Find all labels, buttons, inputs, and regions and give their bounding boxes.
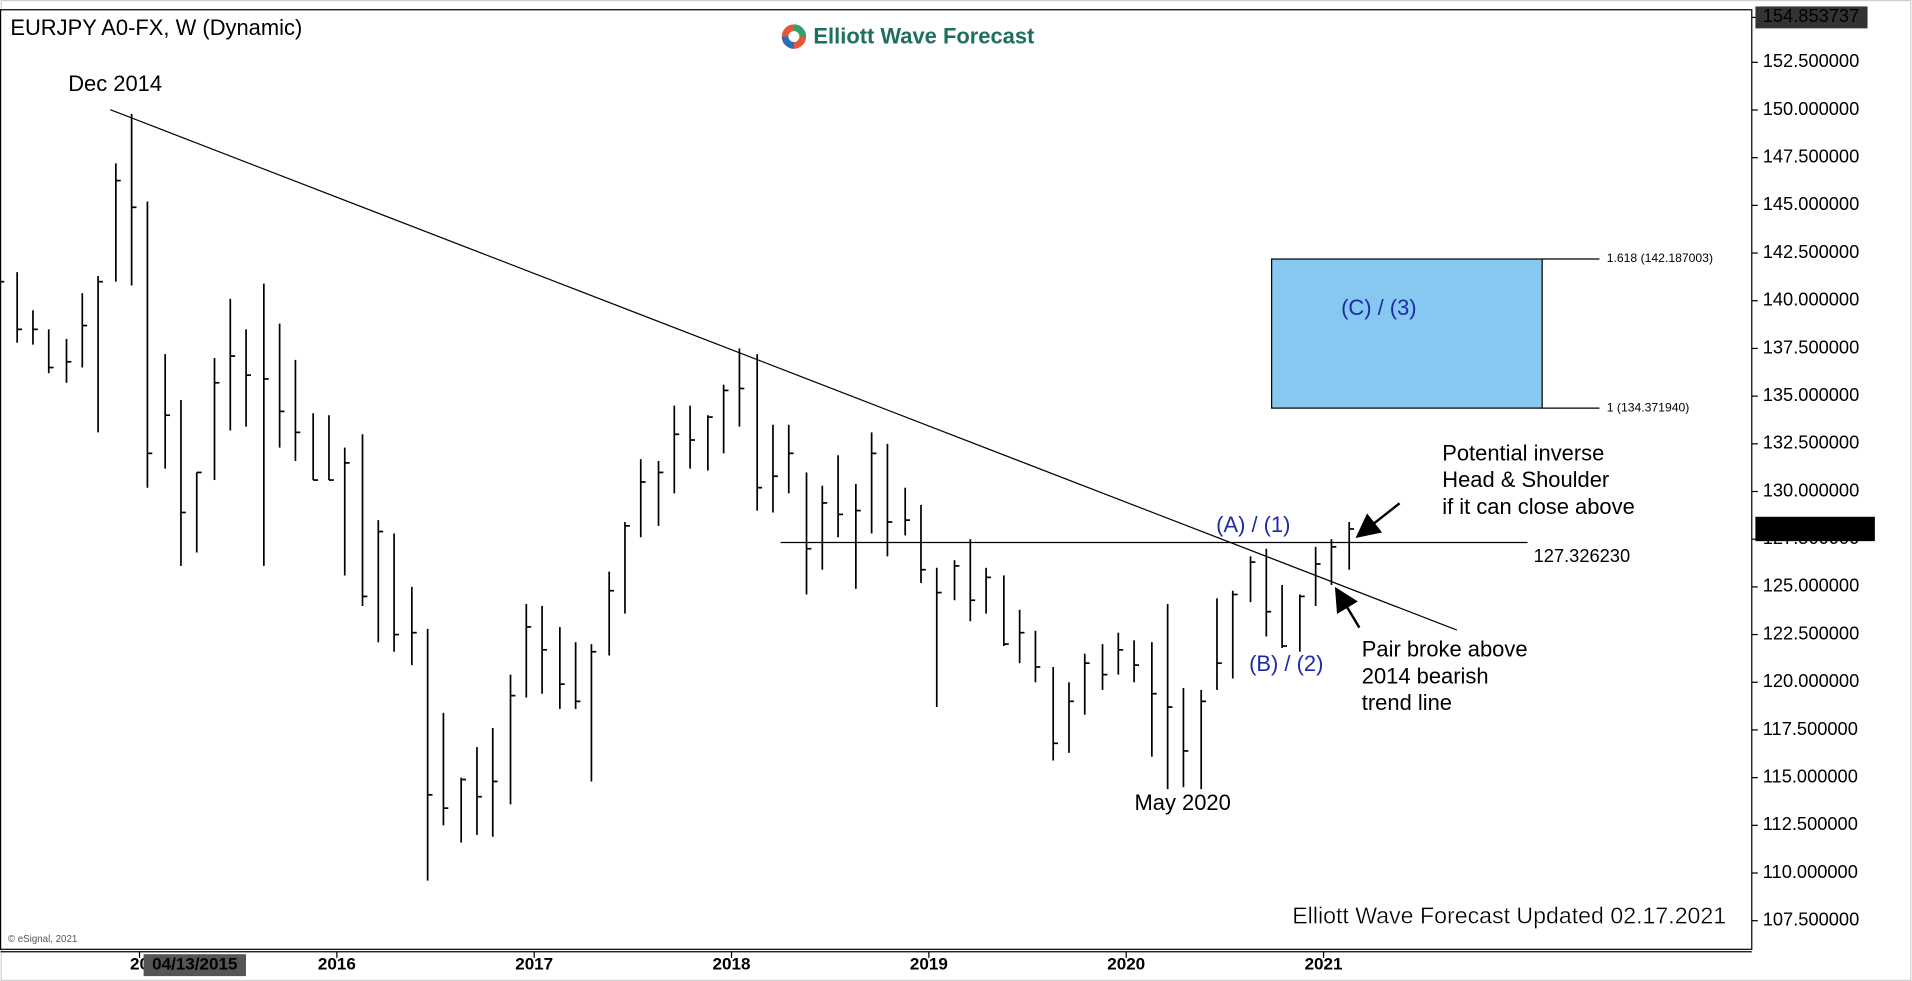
y-tick-label: 147.500000 (1763, 146, 1860, 167)
target-zone (1271, 258, 1543, 409)
y-tick-label: 122.500000 (1763, 622, 1860, 643)
x-tick-label: 2016 (318, 955, 356, 974)
y-tick-label: 140.000000 (1763, 289, 1860, 310)
chart-title: EURJPY A0-FX, W (Dynamic) (10, 15, 302, 40)
x-tick-label: 2018 (713, 955, 751, 974)
last-price-box (1755, 516, 1875, 542)
annotation: Dec 2014 (68, 71, 162, 96)
y-tick-label: 117.500000 (1763, 718, 1858, 739)
annotation: Head & Shoulder (1442, 467, 1609, 492)
annotation: if it can close above (1442, 494, 1635, 519)
y-tick-label: 130.000000 (1763, 479, 1860, 500)
annotation: (A) / (1) (1216, 512, 1290, 537)
zone-label: (C) / (3) (1341, 295, 1417, 320)
y-tick-label: 120.000000 (1763, 670, 1860, 691)
annotation: Pair broke above (1362, 637, 1528, 662)
y-tick-label: 154.853737 (1763, 5, 1860, 26)
logo-text: Elliott Wave Forecast (813, 24, 1035, 49)
x-tick-label: 2020 (1107, 955, 1145, 974)
annotation: (B) / (2) (1249, 651, 1323, 676)
annotation: Potential inverse (1442, 440, 1604, 465)
cursor-date-label: 04/13/2015 (152, 955, 237, 974)
plot-area (0, 9, 1753, 950)
y-tick-label: 115.000000 (1763, 765, 1858, 786)
y-tick-label: 150.000000 (1763, 98, 1860, 119)
annotation: May 2020 (1135, 790, 1231, 815)
annotation: trend line (1362, 690, 1452, 715)
cursor-date-box (143, 954, 246, 977)
x-tick-label: 2017 (515, 955, 553, 974)
y-tick-label: 125.000000 (1763, 575, 1860, 596)
fib-label: 1 (134.371940) (1607, 400, 1690, 414)
x-tick-label: 2021 (1305, 955, 1343, 974)
annotation: 2014 bearish (1362, 663, 1489, 688)
footer: Elliott Wave Forecast Updated 02.17.2021 (1292, 903, 1726, 929)
last-price-label: 128.036000 (1762, 517, 1859, 538)
y-tick-label: 145.000000 (1763, 193, 1860, 214)
x-tick-label: 2019 (910, 955, 948, 974)
y-tick-label: 132.500000 (1763, 432, 1860, 453)
y-tick-label: 137.500000 (1763, 336, 1860, 357)
y-tick-label: 135.000000 (1763, 384, 1860, 405)
y-tick-label: 110.000000 (1763, 861, 1858, 882)
trend-line (110, 109, 1458, 631)
y-tick-label: 152.500000 (1763, 50, 1860, 71)
copyright: © eSignal, 2021 (8, 934, 77, 945)
level-label: 127.326230 (1534, 545, 1631, 566)
y-tick-label: 142.500000 (1763, 241, 1860, 262)
arrow (1334, 586, 1361, 629)
fib-label: 1.618 (142.187003) (1607, 251, 1713, 265)
logo-icon-center (788, 31, 800, 43)
y-tick-label: 112.500000 (1763, 813, 1858, 834)
logo: Elliott Wave Forecast (781, 24, 1035, 49)
y-tick-label: 107.500000 (1763, 909, 1860, 930)
y-tick-label-box (1755, 6, 1868, 29)
arrow (1355, 502, 1401, 538)
